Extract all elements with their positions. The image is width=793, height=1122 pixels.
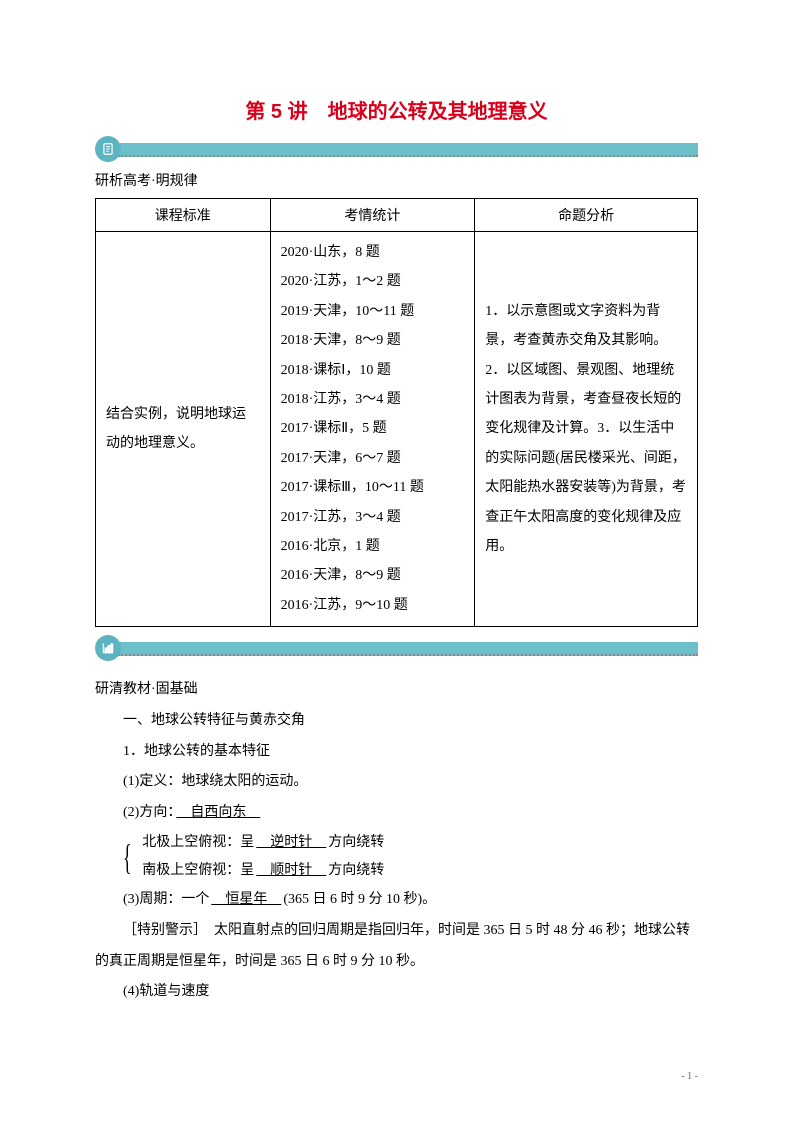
brace-line-south: 南极上空俯视：呈 顺时针 方向绕转 bbox=[142, 857, 384, 885]
band-row bbox=[95, 641, 698, 661]
stats-line: 2016·江苏，9～10 题 bbox=[281, 591, 465, 620]
section2-content: 研清教材·固基础 一、地球公转特征与黄赤交角 1．地球公转的基本特征 (1)定义… bbox=[95, 675, 698, 1008]
page-number: - 1 - bbox=[681, 1071, 698, 1082]
line-warning: ［特别警示］ 太阳直射点的回归周期是指回归年，时间是 365 日 5 时 48 … bbox=[95, 916, 698, 978]
stats-line: 2017·课标Ⅲ，10～11 题 bbox=[281, 473, 465, 502]
band-icon-circle bbox=[95, 635, 121, 661]
band-icon-circle bbox=[95, 136, 121, 162]
line-orbit: (4)轨道与速度 bbox=[95, 977, 698, 1008]
section2-subtitle: 研清教材·固基础 bbox=[95, 675, 698, 706]
brace-line-north: 北极上空俯视：呈 逆时针 方向绕转 bbox=[142, 829, 384, 857]
line-heading-1: 一、地球公转特征与黄赤交角 bbox=[95, 706, 698, 737]
l5-prefix: (3)周期：一个 bbox=[123, 892, 209, 907]
line-item-1: 1．地球公转的基本特征 bbox=[95, 737, 698, 768]
document-icon bbox=[101, 142, 115, 156]
stats-line: 2018·江苏，3～4 题 bbox=[281, 385, 465, 414]
north-underline: 逆时针 bbox=[254, 835, 328, 850]
stats-line: 2017·江苏，3～4 题 bbox=[281, 503, 465, 532]
section-band-2 bbox=[95, 641, 698, 661]
th-stats: 考情统计 bbox=[270, 199, 475, 232]
stats-line: 2017·天津，6～7 题 bbox=[281, 444, 465, 473]
th-analysis: 命题分析 bbox=[475, 199, 698, 232]
south-prefix: 南极上空俯视：呈 bbox=[142, 863, 254, 878]
line-period: (3)周期：一个 恒星年 (365 日 6 时 9 分 10 秒)。 bbox=[95, 885, 698, 916]
line-direction: (2)方向： 自西向东 bbox=[95, 798, 698, 829]
cell-analysis: 1．以示意图或文字资料为背景，考查黄赤交角及其影响。2．以区域图、景观图、地理统… bbox=[475, 232, 698, 627]
band-row bbox=[95, 142, 698, 162]
north-prefix: 北极上空俯视：呈 bbox=[142, 835, 254, 850]
cell-stats: 2020·山东，8 题2020·江苏，1～2 题2019·天津，10～11 题2… bbox=[270, 232, 475, 627]
cell-standard: 结合实例，说明地球运动的地理意义。 bbox=[96, 232, 271, 627]
brace-symbol: { bbox=[123, 829, 132, 885]
section-band-1 bbox=[95, 142, 698, 162]
brace-block: { 北极上空俯视：呈 逆时针 方向绕转 南极上空俯视：呈 顺时针 方向绕转 bbox=[123, 829, 698, 885]
south-underline: 顺时针 bbox=[254, 863, 328, 878]
band-bar bbox=[118, 143, 698, 157]
stats-line: 2017·课标Ⅱ，5 题 bbox=[281, 414, 465, 443]
stats-line: 2020·山东，8 题 bbox=[281, 238, 465, 267]
table-header-row: 课程标准 考情统计 命题分析 bbox=[96, 199, 698, 232]
l4-prefix: (2)方向： bbox=[123, 805, 174, 820]
stats-line: 2018·天津，8～9 题 bbox=[281, 326, 465, 355]
stats-line: 2018·课标Ⅰ，10 题 bbox=[281, 356, 465, 385]
l4-underline: 自西向东 bbox=[174, 805, 262, 820]
north-suffix: 方向绕转 bbox=[328, 835, 384, 850]
l5-underline: 恒星年 bbox=[209, 892, 283, 907]
page-title: 第 5 讲 地球的公转及其地理意义 bbox=[95, 95, 698, 124]
band-bar bbox=[118, 642, 698, 656]
th-standard: 课程标准 bbox=[96, 199, 271, 232]
stats-line: 2016·北京，1 题 bbox=[281, 532, 465, 561]
l5-suffix: (365 日 6 时 9 分 10 秒)。 bbox=[283, 892, 436, 907]
line-def: (1)定义：地球绕太阳的运动。 bbox=[95, 767, 698, 798]
brace-lines: 北极上空俯视：呈 逆时针 方向绕转 南极上空俯视：呈 顺时针 方向绕转 bbox=[142, 829, 384, 885]
section1-subtitle: 研析高考·明规律 bbox=[95, 170, 698, 190]
exam-table: 课程标准 考情统计 命题分析 结合实例，说明地球运动的地理意义。 2020·山东… bbox=[95, 198, 698, 627]
stats-line: 2020·江苏，1～2 题 bbox=[281, 267, 465, 296]
stats-line: 2016·天津，8～9 题 bbox=[281, 561, 465, 590]
chart-icon bbox=[101, 641, 115, 655]
south-suffix: 方向绕转 bbox=[328, 863, 384, 878]
table-row: 结合实例，说明地球运动的地理意义。 2020·山东，8 题2020·江苏，1～2… bbox=[96, 232, 698, 627]
stats-line: 2019·天津，10～11 题 bbox=[281, 297, 465, 326]
